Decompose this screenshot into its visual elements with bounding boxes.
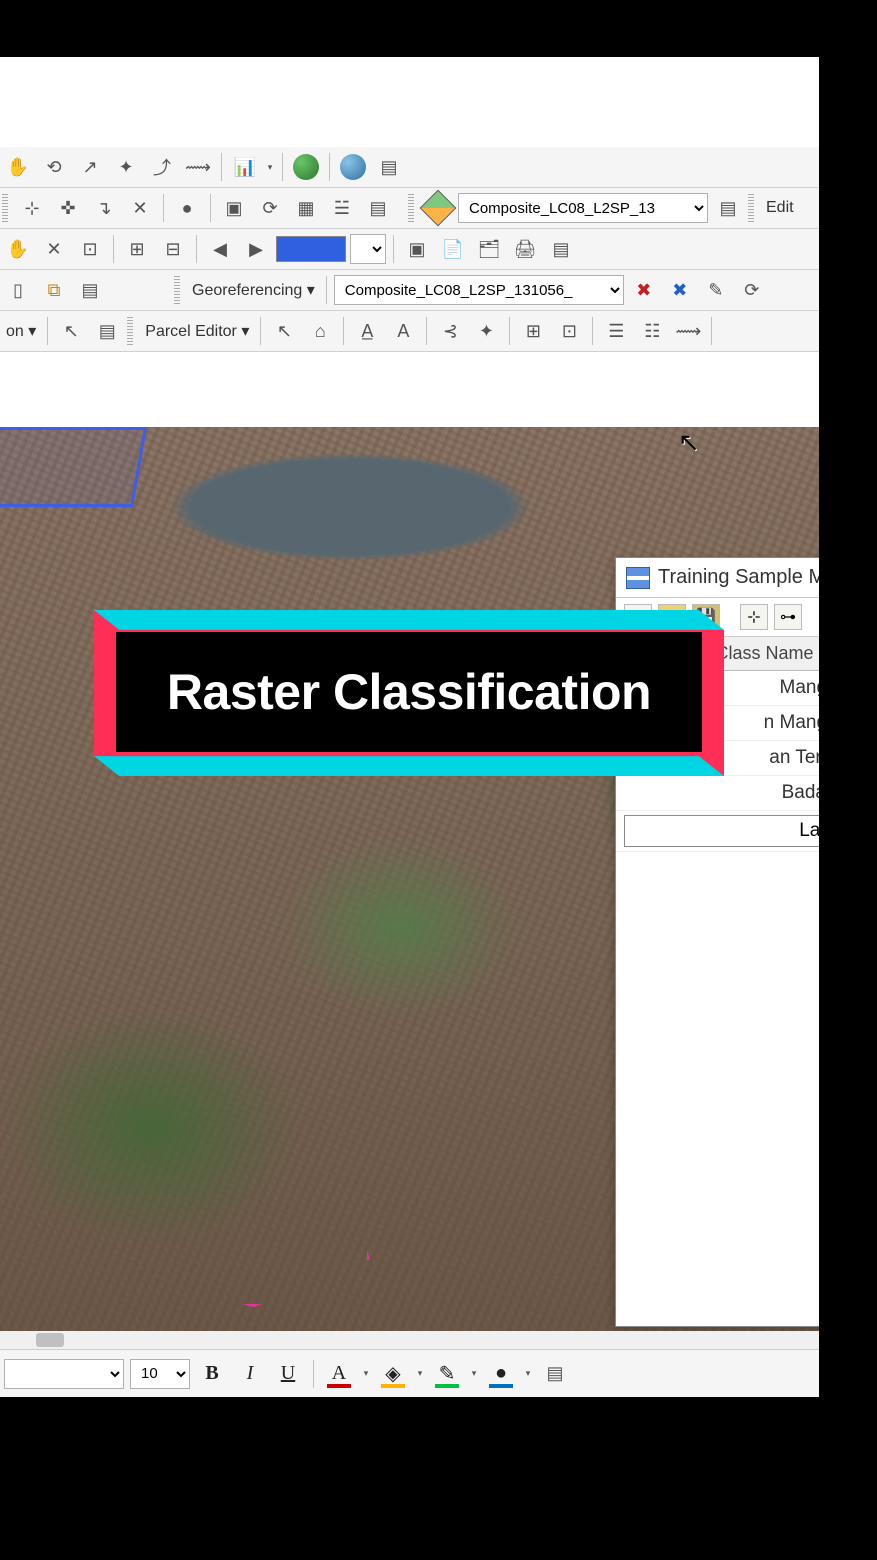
layer-diamond-icon[interactable]: [422, 192, 454, 224]
tool-icon[interactable]: ▯: [2, 274, 34, 306]
toolbar-row-2: ⊹ ✜ ↴ ✕ ● ▣ ⟳ ▦ ☱ ▤ Composite_LC08_L2SP_…: [0, 188, 819, 229]
parcel-editor-label[interactable]: Parcel Editor ▾: [141, 321, 253, 341]
tool-icon[interactable]: ⊞: [517, 315, 549, 347]
more-icon[interactable]: ▤: [91, 315, 123, 347]
class-row[interactable]: Badan Air: [616, 776, 819, 811]
underline-button[interactable]: U: [272, 1358, 304, 1390]
tool-icon[interactable]: ↗: [74, 151, 106, 183]
tool-icon[interactable]: ⊞: [121, 233, 153, 265]
toolbar-row-3: ✋ ✕ ⊡ ⊞ ⊟ ◀ ▶ ▣ 📄 🗂 🖨 ▤: [0, 229, 819, 270]
edit-label[interactable]: Edit: [762, 199, 798, 217]
tool-icon[interactable]: ⟲: [38, 151, 70, 183]
more-icon[interactable]: ▤: [545, 233, 577, 265]
tool-icon[interactable]: ✦: [110, 151, 142, 183]
tool-icon[interactable]: ⊡: [553, 315, 585, 347]
pin-icon[interactable]: ✖: [664, 274, 696, 306]
tool-icon[interactable]: ⊡: [74, 233, 106, 265]
tool-icon[interactable]: 🗂: [473, 233, 505, 265]
format-toolbar: 10 B I U A ▾ ◈ ▾ ✎ ▾ ● ▾ ▤: [0, 1349, 819, 1397]
split-icon[interactable]: ⊶: [774, 604, 802, 630]
fill-color-swatch[interactable]: [276, 236, 346, 262]
bold-button[interactable]: B: [196, 1358, 228, 1390]
italic-button[interactable]: I: [234, 1358, 266, 1390]
dropdown-icon[interactable]: ▾: [415, 1358, 425, 1390]
toolbar-row-1: ✋ ⟲ ↗ ✦ ⤴ ⟿ 📊 ▾ ▤: [0, 147, 819, 188]
font-family-select[interactable]: [4, 1359, 124, 1389]
tool-icon[interactable]: ⊟: [157, 233, 189, 265]
more-icon[interactable]: ▤: [712, 192, 744, 224]
font-size-select[interactable]: 10: [130, 1359, 190, 1389]
fill-color-button[interactable]: ◈: [377, 1358, 409, 1390]
cursor-icon[interactable]: ↖: [268, 315, 300, 347]
color-select[interactable]: [350, 234, 386, 264]
tool-icon[interactable]: ⟳: [736, 274, 768, 306]
overlay-text-box: Raster Classification: [116, 632, 702, 752]
dropdown-icon[interactable]: ▾: [265, 151, 275, 183]
tool-icon[interactable]: ▶: [240, 233, 272, 265]
class-name-input[interactable]: [624, 815, 819, 847]
tool-icon[interactable]: ⊰: [434, 315, 466, 347]
more-icon[interactable]: ▤: [74, 274, 106, 306]
mouse-cursor-icon: ↖: [678, 427, 700, 458]
overlay-text: Raster Classification: [167, 663, 651, 721]
tool-icon[interactable]: 📄: [437, 233, 469, 265]
tool-icon[interactable]: ✎: [700, 274, 732, 306]
dropdown-icon[interactable]: ▾: [469, 1358, 479, 1390]
more-icon[interactable]: ▤: [539, 1358, 571, 1390]
tool-icon[interactable]: ✋: [2, 233, 34, 265]
tool-icon[interactable]: ⌂: [304, 315, 336, 347]
georeferencing-label[interactable]: Georeferencing ▾: [188, 280, 319, 300]
more-icon[interactable]: ▤: [362, 192, 394, 224]
sphere-icon[interactable]: ●: [171, 192, 203, 224]
merge-icon[interactable]: ⊹: [740, 604, 768, 630]
pin-icon[interactable]: ✖: [628, 274, 660, 306]
tool-icon[interactable]: ▣: [218, 192, 250, 224]
panel-title-text: Training Sample M: [658, 566, 819, 589]
tool-icon[interactable]: ✋: [2, 151, 34, 183]
tool-icon[interactable]: ⟿: [672, 315, 704, 347]
tool-icon[interactable]: A: [387, 315, 419, 347]
edit-tool-icon[interactable]: ↴: [88, 192, 120, 224]
dropdown-suffix[interactable]: on ▾: [2, 321, 40, 341]
link-icon[interactable]: ⧉: [38, 274, 70, 306]
dropdown-icon[interactable]: ▾: [361, 1358, 371, 1390]
tool-icon[interactable]: ⟳: [254, 192, 286, 224]
tool-icon[interactable]: 🖨: [509, 233, 541, 265]
dropdown-icon[interactable]: ▾: [523, 1358, 533, 1390]
tool-icon[interactable]: ⟿: [182, 151, 214, 183]
tool-icon[interactable]: ✕: [38, 233, 70, 265]
tool-icon[interactable]: ▣: [401, 233, 433, 265]
toolbar-parcel-editor: on ▾ ↖ ▤ Parcel Editor ▾ ↖ ⌂ A̲ A ⊰ ✦ ⊞ …: [0, 311, 819, 352]
tool-icon[interactable]: ☰: [600, 315, 632, 347]
highlight-button[interactable]: ✎: [431, 1358, 463, 1390]
chart-icon[interactable]: 📊: [229, 151, 261, 183]
cursor-icon[interactable]: ↖: [55, 315, 87, 347]
georef-layer-select[interactable]: Composite_LC08_L2SP_131056_: [334, 275, 624, 305]
toolbar-georeferencing: ▯ ⧉ ▤ Georeferencing ▾ Composite_LC08_L2…: [0, 270, 819, 311]
edit-tool-icon[interactable]: ✜: [52, 192, 84, 224]
globe-icon[interactable]: [290, 151, 322, 183]
font-color-button[interactable]: A: [323, 1358, 355, 1390]
panel-title-bar[interactable]: Training Sample M: [616, 558, 819, 598]
bullet-color-button[interactable]: ●: [485, 1358, 517, 1390]
scrollbar-thumb[interactable]: [36, 1333, 64, 1347]
tool-icon[interactable]: ⤴: [146, 151, 178, 183]
map-annotation-polygon[interactable]: [80, 1147, 370, 1307]
edit-tool-icon[interactable]: ✕: [124, 192, 156, 224]
panel-input-row: [616, 811, 819, 852]
tool-icon[interactable]: ◀: [204, 233, 236, 265]
tool-icon[interactable]: A̲: [351, 315, 383, 347]
more-icon[interactable]: ▤: [373, 151, 405, 183]
tool-icon[interactable]: ✦: [470, 315, 502, 347]
horizontal-scrollbar[interactable]: [0, 1331, 819, 1349]
tool-icon[interactable]: ☷: [636, 315, 668, 347]
layer-select[interactable]: Composite_LC08_L2SP_13: [458, 193, 708, 223]
map-annotation-polygon[interactable]: [0, 427, 147, 507]
panel-icon: [626, 567, 650, 589]
tool-icon[interactable]: ▦: [290, 192, 322, 224]
edit-tool-icon[interactable]: ⊹: [16, 192, 48, 224]
earth-icon[interactable]: [337, 151, 369, 183]
tool-icon[interactable]: ☱: [326, 192, 358, 224]
